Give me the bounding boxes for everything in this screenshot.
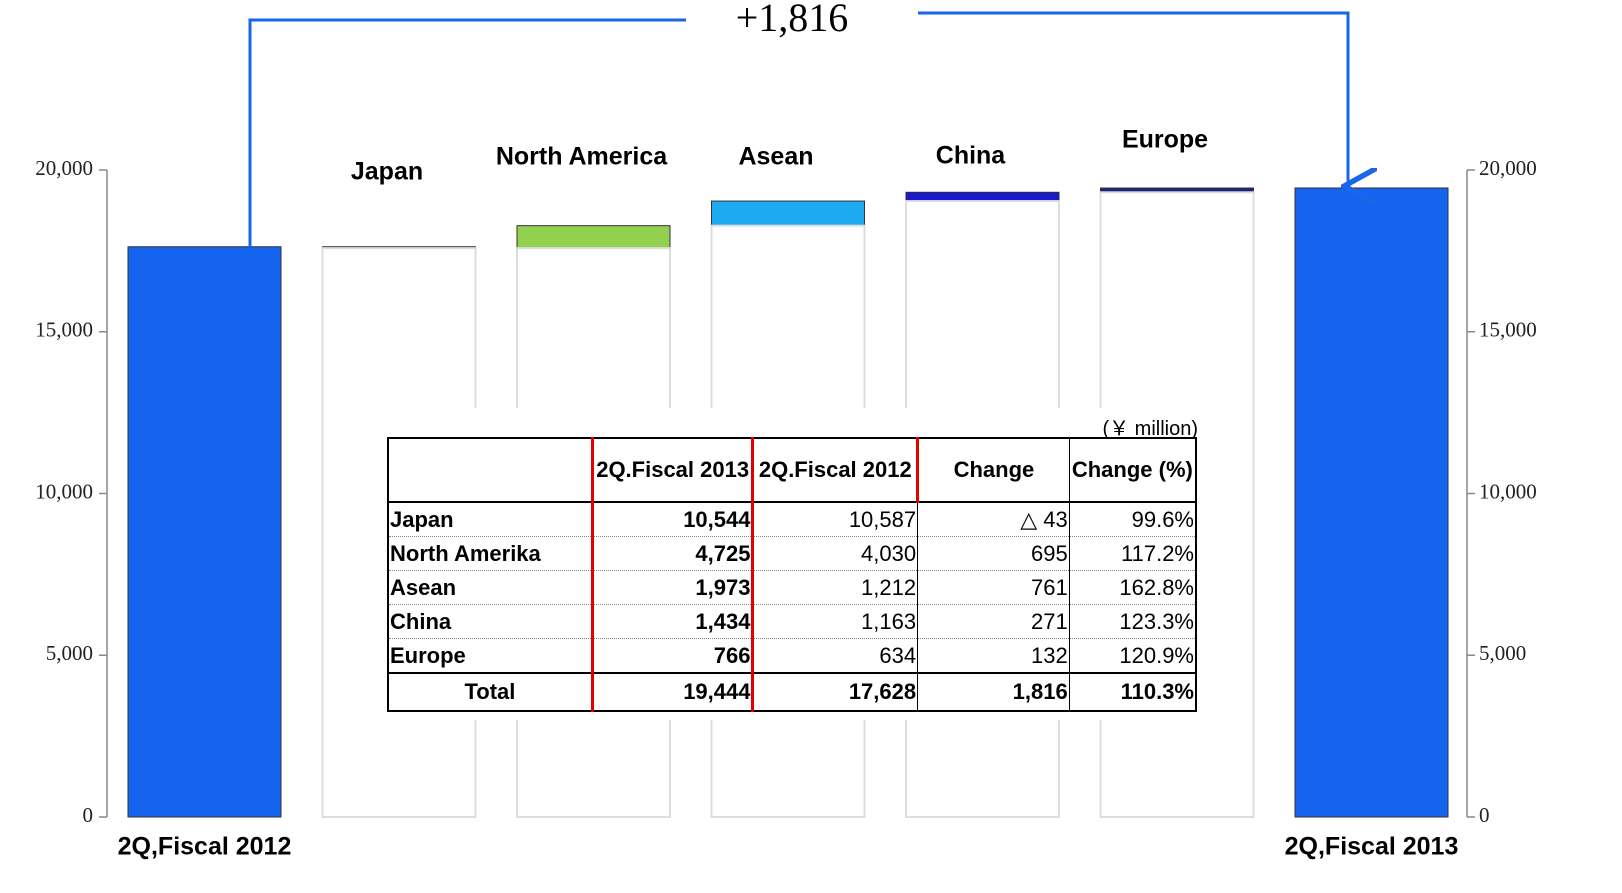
table-cell: North Amerika xyxy=(387,536,593,571)
table-cell: 10,544 xyxy=(590,501,754,537)
tick-label: 0 xyxy=(1479,803,1490,827)
table-cell: 695 xyxy=(917,536,1070,571)
category-label: Japan xyxy=(351,158,423,186)
table-cell: 634 xyxy=(751,638,919,674)
table-row: North Amerika 4,725 4,030 695 117.2% xyxy=(387,536,1197,571)
table-cell: 4,725 xyxy=(590,536,754,571)
table-cell: China xyxy=(387,604,593,639)
table-cell: 1,163 xyxy=(751,604,919,639)
annotation: +1,816 xyxy=(736,0,849,40)
table-cell: 766 xyxy=(590,638,754,674)
category-label: Europe xyxy=(1122,126,1208,154)
tick-label: 20,000 xyxy=(1479,156,1537,180)
table-panel: (￥ million) 2Q.Fiscal 2013 2Q.Fiscal 2012… xyxy=(370,408,1210,720)
total-cell: 1,816 xyxy=(917,672,1070,712)
table-row: China 1,434 1,163 271 123.3% xyxy=(387,604,1197,639)
table-row: Europe 766 634 132 120.9% xyxy=(387,638,1197,674)
total-cell: 110.3% xyxy=(1068,672,1197,712)
table-cell: 4,030 xyxy=(751,536,919,571)
table-row: Japan 10,544 10,587 △ 43 99.6% xyxy=(387,501,1197,537)
unit: (￥ million) xyxy=(1102,418,1198,440)
table-cell: 10,587 xyxy=(751,501,919,537)
category-label: Asean xyxy=(738,143,813,171)
total-cell: Total xyxy=(387,672,593,712)
table-cell: 117.2% xyxy=(1068,536,1197,571)
total-row: Total 19,444 17,628 1,816 110.3% xyxy=(387,672,1197,712)
table-cell: 132 xyxy=(917,638,1070,674)
table-cell: 1,212 xyxy=(751,570,919,605)
tick-label: 5,000 xyxy=(46,641,93,665)
total-cell: 19,444 xyxy=(590,672,754,712)
table-cell: 162.8% xyxy=(1068,570,1197,605)
category-label: 2Q,Fiscal 2012 xyxy=(118,833,292,861)
table-cell: Europe xyxy=(387,638,593,674)
category-label: North America xyxy=(496,143,668,171)
header-cell xyxy=(387,437,593,503)
table-cell: Japan xyxy=(387,501,593,537)
table-cell: 99.6% xyxy=(1068,501,1197,537)
header-cell: 2Q.Fiscal 2012 xyxy=(751,437,920,503)
tick-label: 10,000 xyxy=(35,479,93,503)
header-cell: 2Q.Fiscal 2013 xyxy=(590,437,754,503)
header-cell: Change xyxy=(917,437,1070,503)
table-cell: 271 xyxy=(917,604,1070,639)
tick-label: 5,000 xyxy=(1479,641,1526,665)
category-label: China xyxy=(936,142,1007,170)
delta-bar xyxy=(516,225,671,249)
table-row: Asean 1,973 1,212 761 162.8% xyxy=(387,570,1197,605)
tick-label: 0 xyxy=(83,803,94,827)
tick-label: 15,000 xyxy=(35,318,93,342)
connector-arrow xyxy=(918,11,1348,186)
table-cell: △ 43 xyxy=(917,501,1070,537)
table: 2Q.Fiscal 2013 2Q.Fiscal 2012 Change Change… xyxy=(387,437,1197,712)
delta-bar xyxy=(711,200,865,227)
bar xyxy=(127,246,282,818)
header-row: 2Q.Fiscal 2013 2Q.Fiscal 2012 Change Change… xyxy=(387,437,1197,503)
total-cell: 17,628 xyxy=(751,672,919,712)
table-cell: 1,973 xyxy=(590,570,754,605)
table-cell: Asean xyxy=(387,570,593,605)
bar xyxy=(1294,187,1449,818)
table-cell: 120.9% xyxy=(1068,638,1197,674)
tick-label: 10,000 xyxy=(1479,479,1537,503)
tick-label: 15,000 xyxy=(1479,318,1537,342)
table-cell: 761 xyxy=(917,570,1070,605)
tick-label: 20,000 xyxy=(35,156,93,180)
table-cell: 1,434 xyxy=(590,604,754,639)
category-label: 2Q,Fiscal 2013 xyxy=(1285,833,1459,861)
delta-bar xyxy=(905,191,1060,202)
table-cell: 123.3% xyxy=(1068,604,1197,639)
header-cell: Change (%) xyxy=(1068,437,1197,503)
connector xyxy=(248,18,686,247)
